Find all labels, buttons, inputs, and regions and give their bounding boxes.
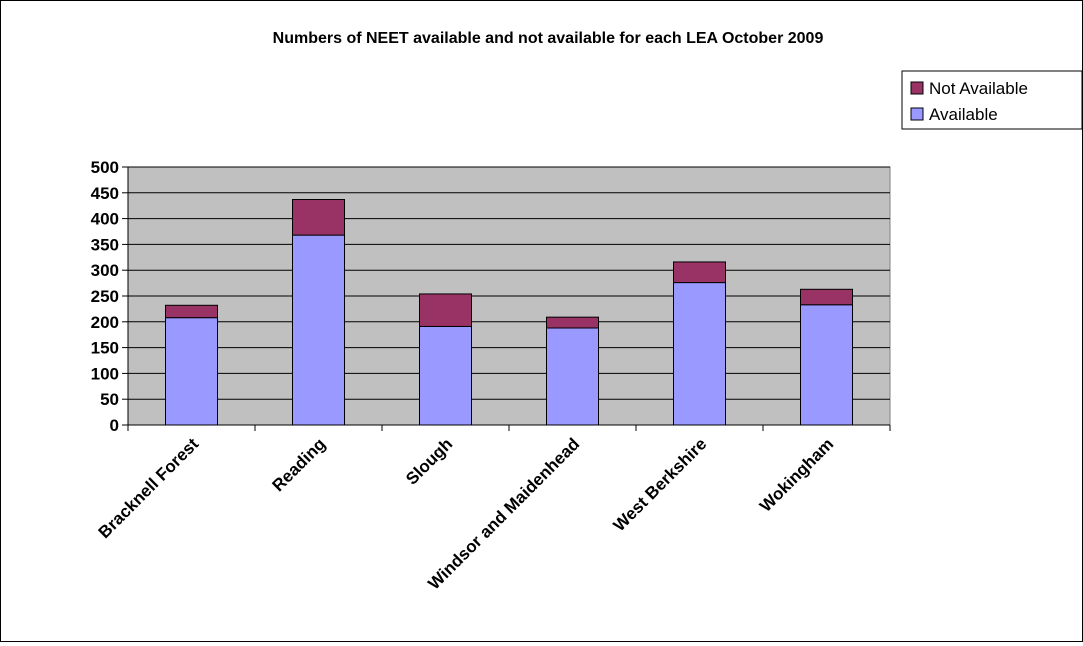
bar-available [419, 325, 472, 426]
legend-label: Available [929, 105, 998, 124]
bar-available [292, 234, 345, 426]
bar-not-available [673, 261, 726, 284]
bar-not-available [292, 199, 345, 236]
y-tick-label: 350 [91, 235, 119, 254]
y-tick-label: 500 [91, 158, 119, 177]
bar-available [546, 327, 599, 426]
bar-available [165, 317, 218, 426]
legend-label: Not Available [929, 79, 1028, 98]
y-tick-label: 200 [91, 313, 119, 332]
x-tick-label: Windsor and Maidenhead [424, 434, 583, 593]
bar-not-available [546, 316, 599, 329]
bar-available [673, 282, 726, 426]
bar-available [800, 304, 853, 426]
y-tick-label: 150 [91, 339, 119, 358]
legend-swatch [910, 107, 924, 121]
y-tick-label: 300 [91, 261, 119, 280]
legend: Not Available Available [901, 70, 1083, 130]
x-tick-label: West Berkshire [610, 434, 711, 535]
y-tick-label: 400 [91, 210, 119, 229]
x-tick-label: Slough [402, 434, 456, 488]
y-tick-label: 50 [100, 390, 119, 409]
bar-not-available [800, 288, 853, 306]
y-tick-label: 100 [91, 364, 119, 383]
legend-swatch [910, 81, 924, 95]
bar-not-available [165, 304, 218, 319]
x-tick-label: Bracknell Forest [95, 434, 203, 542]
x-tick-label: Reading [268, 434, 329, 495]
y-tick-label: 450 [91, 184, 119, 203]
x-tick-label: Wokingham [756, 434, 837, 515]
chart-title: Numbers of NEET available and not availa… [273, 30, 824, 47]
plot-area: 0 50 100 150 200 250 300 350 400 450 500 Bracknell … [91, 158, 891, 593]
y-tick-label: 0 [110, 416, 119, 435]
y-tick-label: 250 [91, 287, 119, 306]
bar-not-available [419, 293, 472, 327]
